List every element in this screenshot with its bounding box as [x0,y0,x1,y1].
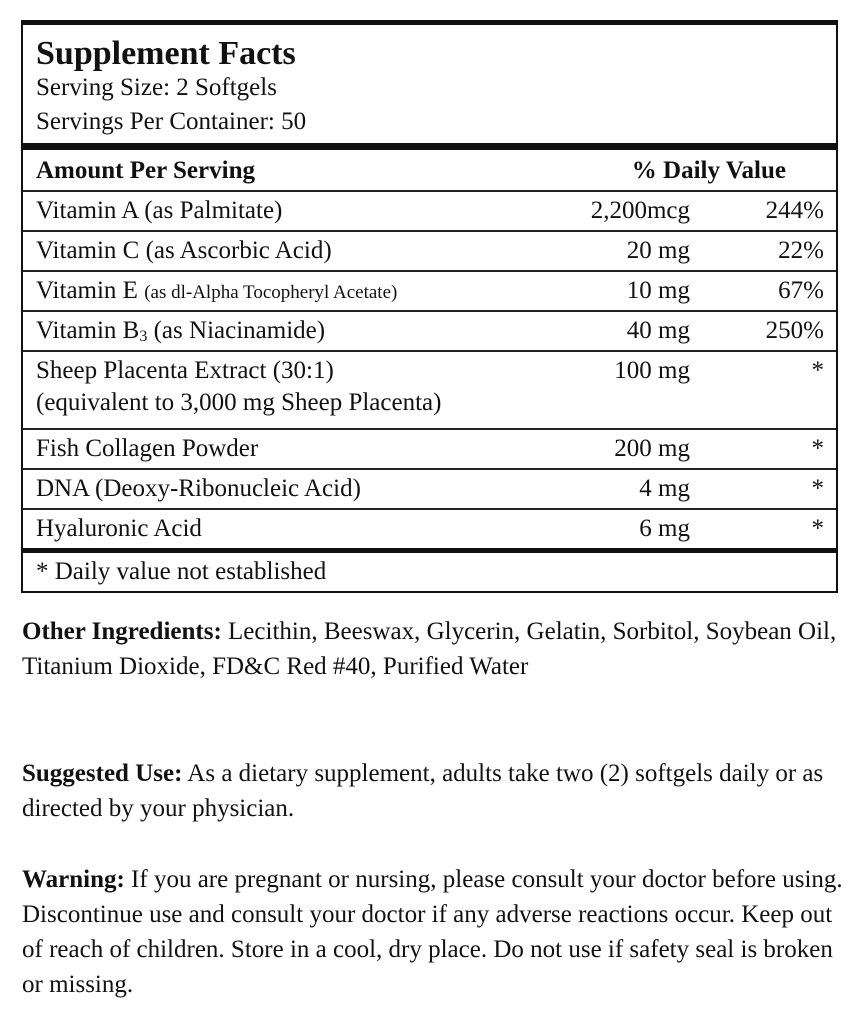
daily-value: * [811,357,825,384]
daily-value: 250% [765,317,824,344]
amount: 40 mg [626,317,690,344]
divider [23,143,836,150]
other-ingredients-label: Other Ingredients: [22,618,222,645]
table-row: Fish Collagen Powder 200 mg * [23,428,836,468]
suggested-use: Suggested Use: As a dietary supplement, … [22,756,852,826]
nutrient-note: (equivalent to 3,000 mg Sheep Placenta) [36,389,442,416]
nutrient-name: Sheep Placenta Extract (30:1) [36,357,334,384]
table-row: Sheep Placenta Extract (30:1) (equivalen… [23,350,836,428]
servings-per-container: Servings Per Container: 50 [36,108,307,135]
amount: 10 mg [626,277,690,304]
nutrient-name: Hyaluronic Acid [36,515,202,542]
footnote: * Daily value not established [23,548,836,591]
daily-value: 244% [765,197,824,224]
daily-value: * [811,515,825,542]
amount: 6 mg [639,515,690,542]
table-row: Vitamin B3 (as Niacinamide) 40 mg 250% [23,310,836,350]
panel-title: Supplement Facts [36,35,296,72]
subscript: 3 [139,328,148,345]
amount: 100 mg [614,357,690,384]
table-row: Vitamin A (as Palmitate) 2,200mcg 244% [23,190,836,230]
nutrient-name: Fish Collagen Powder [36,435,259,462]
warning: Warning: If you are pregnant or nursing,… [22,862,852,1002]
header-row: Amount Per Serving % Daily Value [23,150,836,190]
other-ingredients-text: Lecithin, Beeswax, Glycerin, Gelatin, So… [22,618,837,680]
amount-header: Amount Per Serving [36,157,255,184]
warning-label: Warning: [22,866,125,893]
nutrient-name: Vitamin B [36,317,140,344]
nutrient-source: (as Niacinamide) [147,317,326,344]
amount: 200 mg [614,435,690,462]
dv-header: % Daily Value [631,157,786,184]
amount: 2,200mcg [590,197,690,224]
nutrient-name: DNA (Deoxy-Ribonucleic Acid) [36,475,361,502]
table-row: Vitamin C (as Ascorbic Acid) 20 mg 22% [23,230,836,270]
suggested-use-text: As a dietary supplement, adults take two… [22,760,824,822]
amount: 4 mg [639,475,690,502]
other-ingredients: Other Ingredients: Lecithin, Beeswax, Gl… [22,614,852,684]
warning-text: If you are pregnant or nursing, please c… [22,866,843,998]
nutrient-name: Vitamin C (as Ascorbic Acid) [36,237,332,264]
daily-value: * [811,435,825,462]
nutrient-name: Vitamin A (as Palmitate) [36,197,283,224]
daily-value: 67% [778,277,824,304]
nutrient-name: Vitamin E [36,277,145,304]
table-row: Hyaluronic Acid 6 mg * [23,508,836,548]
supplement-facts-panel: Supplement Facts Serving Size: 2 Softgel… [21,20,838,593]
daily-value: * [811,475,825,502]
table-row: DNA (Deoxy-Ribonucleic Acid) 4 mg * [23,468,836,508]
suggested-use-label: Suggested Use: [22,760,183,787]
table-row: Vitamin E (as dl-Alpha Tocopheryl Acetat… [23,270,836,310]
amount: 20 mg [626,237,690,264]
serving-size: Serving Size: 2 Softgels [36,74,277,101]
nutrient-source: (as dl-Alpha Tocopheryl Acetate) [144,282,398,303]
daily-value: 22% [778,237,824,264]
